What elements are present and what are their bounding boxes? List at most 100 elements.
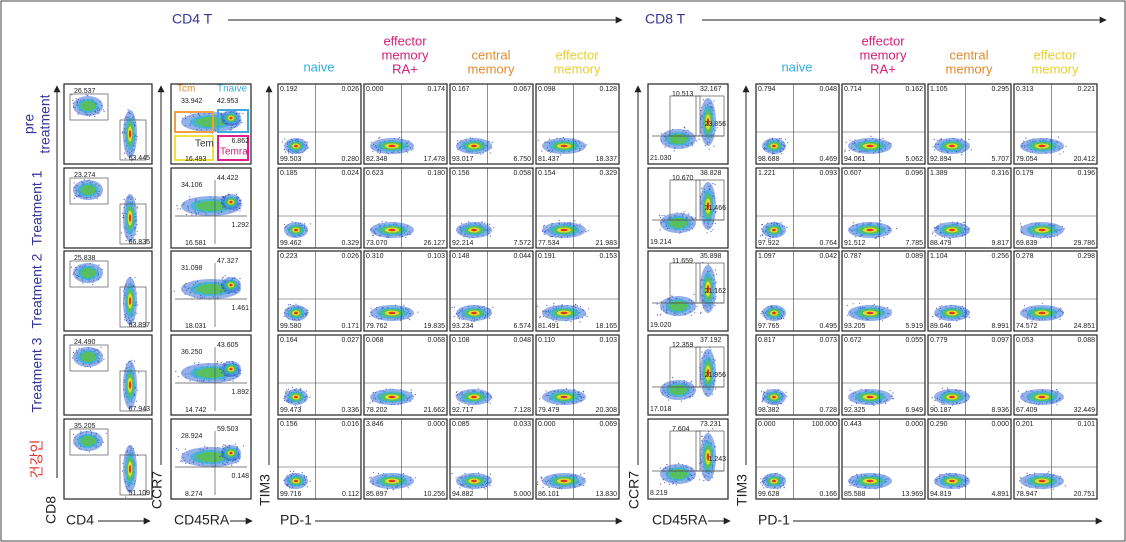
event-dot bbox=[713, 100, 715, 102]
density-level bbox=[80, 268, 96, 278]
density-level bbox=[866, 144, 874, 148]
gate-value: 16.581 bbox=[185, 240, 207, 247]
y-axis-label: CCR7 bbox=[149, 471, 165, 509]
density-level bbox=[229, 283, 233, 287]
density-cloud bbox=[220, 109, 244, 126]
density-level bbox=[229, 200, 233, 204]
gate-label: Tnaive bbox=[217, 84, 247, 95]
event-dot bbox=[490, 235, 492, 237]
density-level bbox=[1038, 228, 1046, 232]
subset-header: memory bbox=[382, 47, 429, 62]
event-dot bbox=[660, 133, 662, 135]
event-dot bbox=[379, 153, 381, 155]
gate-value: 47.327 bbox=[217, 258, 239, 265]
event-dot bbox=[761, 223, 764, 226]
event-dot bbox=[239, 210, 241, 212]
y-axis-label: TIM3 bbox=[257, 474, 273, 506]
event-dot bbox=[379, 136, 381, 138]
event-dot bbox=[96, 198, 98, 200]
gate-value: 16.493 bbox=[185, 156, 207, 163]
event-dot bbox=[493, 227, 495, 229]
gate-value: 0.156 bbox=[452, 170, 470, 177]
event-dot bbox=[659, 215, 661, 217]
event-dot bbox=[98, 264, 100, 266]
event-dot bbox=[936, 139, 938, 141]
gate-value: 0.098 bbox=[538, 86, 556, 93]
subset-header: memory bbox=[946, 61, 993, 76]
event-dot bbox=[687, 213, 690, 215]
event-dot bbox=[73, 182, 75, 184]
event-dot bbox=[481, 221, 483, 223]
event-dot bbox=[124, 319, 126, 321]
gate-value: 63.445 bbox=[129, 155, 151, 162]
x-axis-label: CD4 bbox=[66, 512, 94, 528]
event-dot bbox=[221, 211, 223, 213]
event-dot bbox=[189, 196, 191, 198]
row-label: Treatment 2 bbox=[29, 253, 45, 328]
event-dot bbox=[548, 138, 551, 140]
event-dot bbox=[242, 112, 244, 114]
gate-value: 91.512 bbox=[844, 240, 866, 247]
gate-value: 93.017 bbox=[452, 156, 474, 163]
event-dot bbox=[541, 150, 543, 152]
gate-value: 7.785 bbox=[905, 240, 923, 247]
event-dot bbox=[558, 219, 560, 222]
event-dot bbox=[940, 138, 942, 140]
density-level bbox=[80, 185, 96, 195]
event-dot bbox=[708, 148, 710, 150]
event-dot bbox=[227, 292, 229, 294]
row-label: 건강인 bbox=[29, 440, 45, 479]
event-dot bbox=[291, 221, 293, 223]
event-dot bbox=[123, 199, 125, 201]
event-dot bbox=[587, 230, 589, 232]
event-dot bbox=[92, 283, 94, 286]
event-dot bbox=[932, 146, 934, 148]
y-axis-label: TIM3 bbox=[734, 474, 750, 506]
event-dot bbox=[699, 312, 702, 314]
event-dot bbox=[714, 223, 717, 225]
gate-value: 18.337 bbox=[596, 156, 618, 163]
event-dot bbox=[235, 193, 238, 195]
event-dot bbox=[848, 149, 850, 151]
event-dot bbox=[970, 149, 972, 151]
gate-value: 21.030 bbox=[650, 155, 672, 162]
event-dot bbox=[407, 151, 409, 153]
gate-value: 0.607 bbox=[844, 170, 862, 177]
gate-value: 0.174 bbox=[427, 86, 445, 93]
event-dot bbox=[399, 136, 401, 139]
event-dot bbox=[712, 229, 714, 231]
gate-value: 0.714 bbox=[844, 86, 862, 93]
event-dot bbox=[103, 110, 105, 113]
density-level bbox=[80, 101, 96, 111]
event-dot bbox=[121, 132, 123, 134]
gate-value: 0.196 bbox=[1077, 170, 1095, 177]
event-dot bbox=[844, 151, 846, 153]
gate-value: 10.670 bbox=[672, 175, 694, 182]
gate-value: 81.437 bbox=[538, 156, 560, 163]
gate bbox=[69, 93, 109, 121]
event-dot bbox=[935, 235, 937, 237]
gate-value: 0.313 bbox=[1016, 86, 1034, 93]
gate-value: 19.214 bbox=[650, 239, 672, 246]
event-dot bbox=[759, 235, 762, 237]
event-dot bbox=[136, 207, 138, 209]
gate-value: 21.466 bbox=[705, 205, 727, 212]
event-dot bbox=[241, 121, 243, 124]
event-dot bbox=[933, 138, 935, 141]
subset-header: memory bbox=[468, 61, 515, 76]
gate-value: 0.469 bbox=[819, 156, 837, 163]
gate-value: 0.329 bbox=[599, 170, 617, 177]
density-level bbox=[669, 218, 687, 228]
event-dot bbox=[177, 208, 179, 210]
gate-value: 0.623 bbox=[366, 170, 384, 177]
gate-value: 23.274 bbox=[74, 172, 96, 179]
event-dot bbox=[692, 145, 694, 147]
gate-value: 82.348 bbox=[366, 156, 388, 163]
gate-value: 0.180 bbox=[427, 170, 445, 177]
gate-value: 99.462 bbox=[280, 240, 302, 247]
event-dot bbox=[134, 276, 136, 278]
event-dot bbox=[239, 208, 241, 210]
event-dot bbox=[231, 129, 233, 131]
gate-value: 98.688 bbox=[758, 156, 780, 163]
